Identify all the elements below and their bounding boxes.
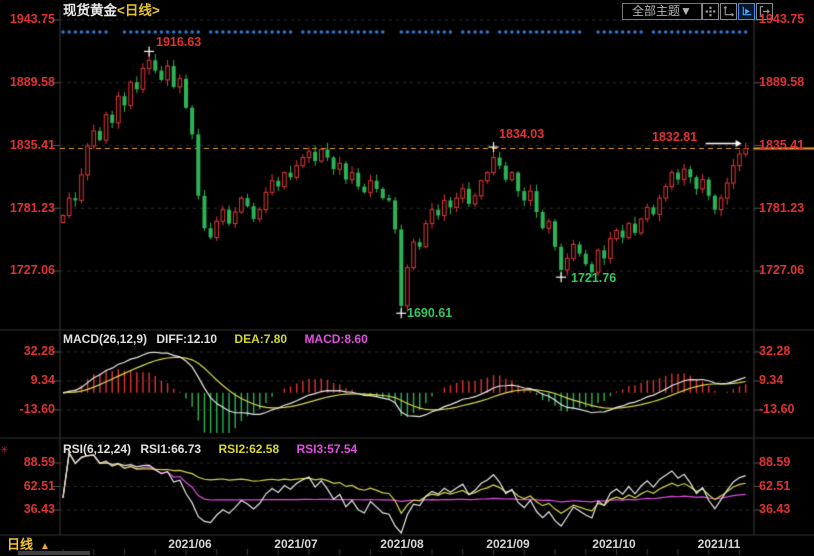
pan-icon [705,6,716,17]
rsi2-value: RSI2:62.58 [218,442,280,456]
x-axis-label: 2021/09 [486,537,530,551]
rsi-axis-label: 88.59 [759,455,791,469]
annotation-low: 1721.76 [571,271,617,285]
x-axis-label: 2021/07 [274,537,318,551]
exit-chart-icon [759,6,770,17]
x-axis-label: 2021/08 [380,537,424,551]
rsi-axis-label: 88.59 [23,455,55,469]
x-axis-label: 2021/10 [592,537,636,551]
price-axis-label: 1781.23 [759,201,805,215]
price-axis-label: 1835.41 [759,138,805,152]
rsi-axis-label: 36.43 [759,502,791,516]
annotation-last-price: 1832.81 [652,130,698,144]
annotation-low: 1690.61 [407,306,453,320]
price-axis-label: 1727.06 [9,263,55,277]
axis-scale-icon [723,6,734,17]
annotation-high: 1916.63 [156,35,202,49]
rsi-legend: RSI(6,12,24) RSI1:66.73 RSI2:62.58 RSI3:… [63,442,357,457]
triangle-up-icon: ▲ [40,541,50,552]
page-title: 现货黄金<日线> [63,3,160,18]
macd-legend: MACD(26,12,9) DIFF:12.10 DEA:7.80 MACD:8… [63,332,368,347]
macd-macd-value: MACD:8.60 [304,332,368,346]
price-axis-label: 1943.75 [9,12,55,26]
annotation-high: 1834.03 [499,127,545,141]
price-axis-label: 1727.06 [759,263,805,277]
macd-axis-label: 32.28 [759,344,791,358]
macd-params: MACD(26,12,9) [63,332,148,346]
x-axis-label: 2021/06 [168,537,212,551]
macd-diff-value: DIFF:12.10 [156,332,218,346]
x-axis-label: 2021/11 [697,537,741,551]
pan-button[interactable] [702,3,719,20]
theme-dropdown[interactable]: 全部主题▼ [622,3,702,20]
axis-play-icon [742,6,752,16]
macd-dea-value: DEA:7.80 [234,332,288,346]
symbol-name: 现货黄金 [63,3,117,18]
rsi-params: RSI(6,12,24) [63,442,132,456]
rsi-axis-label: 62.51 [759,479,791,493]
rsi1-value: RSI1:66.73 [140,442,202,456]
macd-axis-label: 9.34 [30,373,55,387]
macd-axis-label: 32.28 [23,344,55,358]
price-axis-label: 1943.75 [759,12,805,26]
price-axis-label: 1781.23 [9,201,55,215]
exit-chart-button[interactable] [756,3,773,20]
price-axis-label: 1835.41 [9,138,55,152]
rsi-axis-label: 36.43 [23,502,55,516]
period-selector[interactable]: 日线 ▲ [7,537,50,554]
axis-play-button[interactable] [738,3,755,20]
period-label: 日线 [7,537,34,552]
macd-axis-label: 9.34 [759,373,784,387]
price-axis-label: 1889.58 [759,75,805,89]
period-tag: <日线> [117,3,160,18]
scrollbar-thumb[interactable] [18,551,90,555]
event-marker-icon: ✳ [0,445,9,456]
rsi3-value: RSI3:57.54 [296,442,358,456]
macd-axis-label: -13.60 [19,402,55,416]
axis-scale-button[interactable] [720,3,737,20]
rsi-axis-label: 62.51 [23,479,55,493]
price-axis-label: 1889.58 [9,75,55,89]
macd-axis-label: -13.60 [759,402,795,416]
